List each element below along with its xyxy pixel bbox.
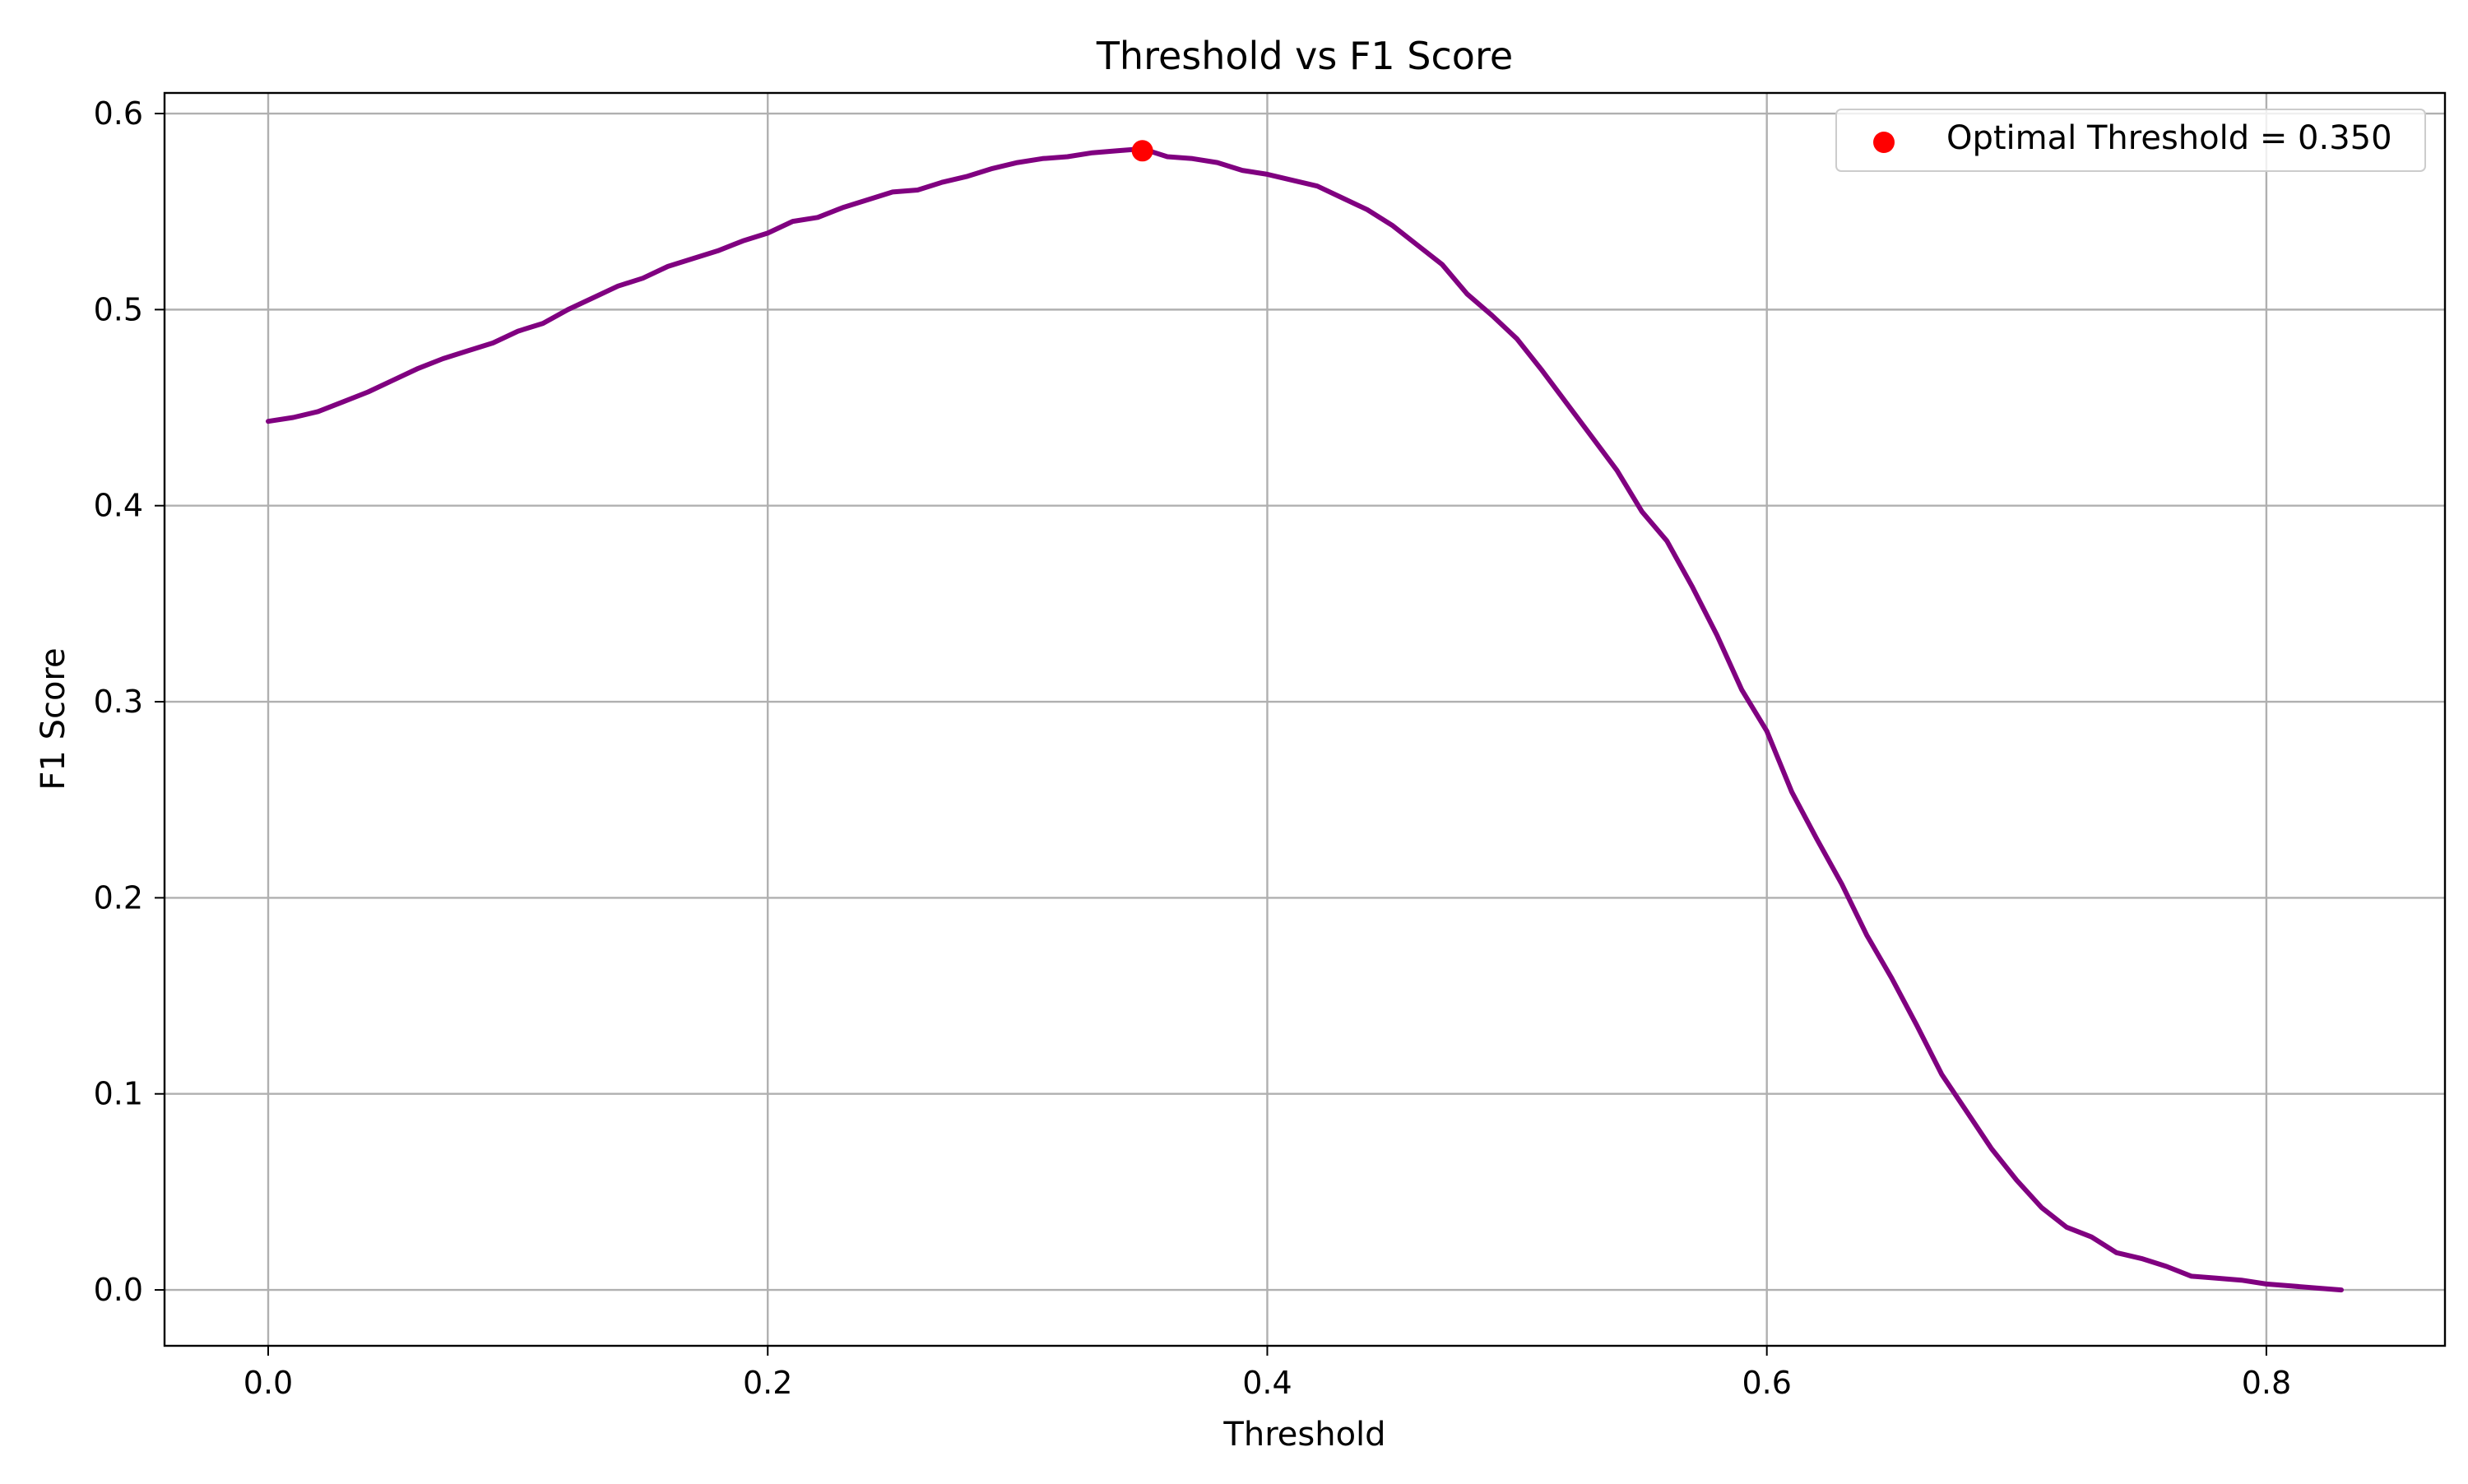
x-tick-label: 0.8 xyxy=(2242,1365,2291,1401)
legend: Optimal Threshold = 0.350 xyxy=(1835,109,2426,172)
x-tick-label: 0.6 xyxy=(1742,1365,1791,1401)
x-tick-label: 0.0 xyxy=(244,1365,293,1401)
x-axis-label: Threshold xyxy=(1222,1416,1385,1454)
y-tick-label: 0.5 xyxy=(94,291,143,327)
y-tick-label: 0.1 xyxy=(94,1076,143,1112)
optimal-threshold-point xyxy=(1131,140,1153,162)
tick-layer: 0.0 0.2 0.4 0.6 0.8 0.0 0.1 0.2 0.3 0.4 0.5 0.6 xyxy=(94,95,2292,1401)
x-tick-label: 0.4 xyxy=(1242,1365,1292,1401)
legend-box xyxy=(1835,109,2426,172)
chart-title: Threshold vs F1 Score xyxy=(1096,34,1513,78)
y-tick-label: 0.3 xyxy=(94,684,143,720)
grid-lines xyxy=(165,93,2445,1346)
y-tick-label: 0.2 xyxy=(94,879,143,916)
y-axis-label: F1 Score xyxy=(35,647,72,790)
y-tick-label: 0.4 xyxy=(94,488,143,524)
plot-frame xyxy=(163,91,2447,1347)
y-tick-label: 0.6 xyxy=(94,95,143,132)
f1-score-line xyxy=(266,146,2344,1293)
legend-label: Optimal Threshold = 0.350 xyxy=(1946,119,2392,157)
series-layer xyxy=(266,140,2344,1293)
legend-marker xyxy=(1873,132,1895,153)
x-tick-label: 0.2 xyxy=(743,1365,792,1401)
y-tick-label: 0.0 xyxy=(94,1272,143,1308)
